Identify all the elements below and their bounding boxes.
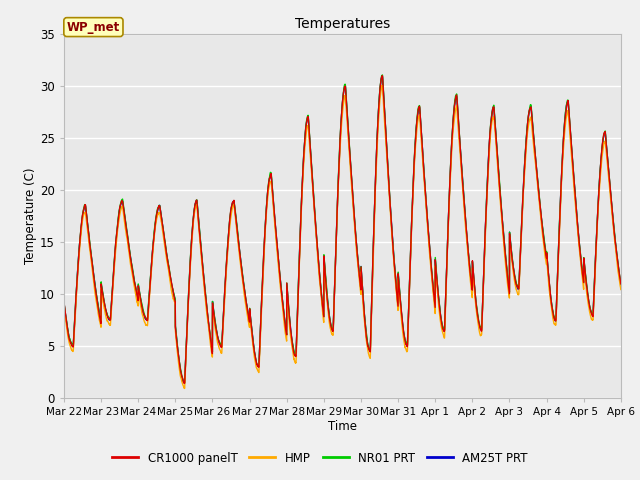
AM25T PRT (379, 73, 387, 79)
CR1000 panelT (322, 278, 330, 284)
CR1000 panelT (60, 300, 68, 305)
AM25T PRT (180, 380, 188, 386)
Line: CR1000 panelT: CR1000 panelT (64, 76, 621, 384)
HMP (180, 385, 188, 391)
CR1000 panelT (617, 281, 625, 287)
AM25T PRT (499, 226, 507, 231)
HMP (499, 231, 507, 237)
AM25T PRT (617, 282, 625, 288)
HMP (322, 282, 330, 288)
AM25T PRT (436, 313, 444, 319)
HMP (60, 304, 68, 310)
NR01 PRT (378, 72, 386, 78)
AM25T PRT (160, 234, 168, 240)
Y-axis label: Temperature (C): Temperature (C) (24, 168, 37, 264)
HMP (436, 320, 444, 325)
AM25T PRT (322, 278, 330, 284)
Text: WP_met: WP_met (67, 21, 120, 34)
NR01 PRT (468, 281, 476, 287)
HMP (378, 83, 386, 88)
AM25T PRT (468, 280, 476, 286)
HMP (617, 287, 625, 292)
Line: AM25T PRT: AM25T PRT (64, 76, 621, 383)
CR1000 panelT (160, 232, 168, 238)
NR01 PRT (180, 380, 188, 386)
Line: NR01 PRT: NR01 PRT (64, 75, 621, 383)
NR01 PRT (616, 277, 624, 283)
NR01 PRT (322, 276, 330, 281)
Title: Temperatures: Temperatures (295, 17, 390, 31)
NR01 PRT (436, 312, 444, 318)
CR1000 panelT (436, 313, 444, 319)
AM25T PRT (60, 300, 68, 306)
HMP (160, 238, 168, 244)
AM25T PRT (616, 278, 624, 284)
Legend: CR1000 panelT, HMP, NR01 PRT, AM25T PRT: CR1000 panelT, HMP, NR01 PRT, AM25T PRT (108, 447, 532, 469)
HMP (616, 283, 624, 289)
Line: HMP: HMP (64, 85, 621, 388)
X-axis label: Time: Time (328, 420, 357, 433)
HMP (468, 287, 476, 293)
NR01 PRT (160, 232, 168, 238)
NR01 PRT (499, 224, 507, 230)
CR1000 panelT (499, 226, 507, 232)
NR01 PRT (617, 281, 625, 287)
NR01 PRT (60, 300, 68, 306)
CR1000 panelT (468, 280, 476, 286)
CR1000 panelT (379, 73, 387, 79)
CR1000 panelT (180, 381, 188, 386)
CR1000 panelT (616, 277, 624, 283)
